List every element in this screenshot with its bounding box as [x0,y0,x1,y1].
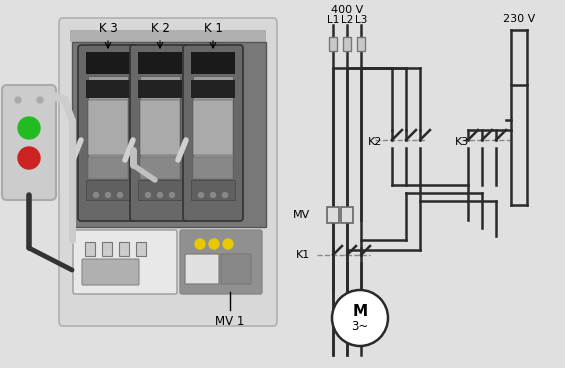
FancyBboxPatch shape [82,259,139,285]
Circle shape [170,192,175,198]
Bar [343,37,351,51]
Text: K3: K3 [455,137,470,147]
Bar [86,80,130,98]
Text: 230 V: 230 V [503,14,535,24]
FancyBboxPatch shape [180,230,262,294]
Bar [193,100,233,155]
Circle shape [146,192,150,198]
FancyBboxPatch shape [130,45,190,221]
Bar [119,242,129,256]
Bar [191,180,235,200]
Bar [86,52,130,74]
FancyBboxPatch shape [59,18,277,326]
Bar [88,76,128,161]
Bar [140,157,180,179]
Circle shape [223,192,228,198]
Bar [191,52,235,74]
Circle shape [195,239,205,249]
Bar [327,207,339,223]
Text: K2: K2 [368,137,383,147]
Circle shape [18,147,40,169]
FancyBboxPatch shape [221,254,251,284]
Bar [72,42,266,227]
Bar [140,100,180,155]
Bar [88,157,128,179]
Circle shape [198,192,203,198]
FancyBboxPatch shape [183,45,243,221]
Bar [70,30,266,42]
Circle shape [209,239,219,249]
Bar [341,207,353,223]
Circle shape [118,192,123,198]
Circle shape [15,97,21,103]
Text: L3: L3 [355,15,367,25]
Text: K 1: K 1 [203,22,223,35]
Bar [193,76,233,161]
Bar [357,37,365,51]
Circle shape [211,192,215,198]
Text: MV 1: MV 1 [215,315,245,328]
FancyBboxPatch shape [2,85,56,200]
Text: K 3: K 3 [99,22,118,35]
Bar [140,76,180,161]
Circle shape [18,117,40,139]
Circle shape [158,192,163,198]
Bar [85,242,95,256]
Text: L1: L1 [327,15,339,25]
Bar [329,37,337,51]
Text: L2: L2 [341,15,353,25]
Text: K1: K1 [295,250,310,260]
Circle shape [37,97,43,103]
Bar [138,52,182,74]
Text: 3~: 3~ [351,319,368,333]
Bar [88,100,128,155]
Bar [86,180,130,200]
FancyBboxPatch shape [73,230,177,294]
Bar [191,80,235,98]
Circle shape [332,290,388,346]
Text: K 2: K 2 [150,22,170,35]
Text: M: M [353,304,368,318]
Circle shape [93,192,98,198]
FancyBboxPatch shape [78,45,138,221]
Text: 400 V: 400 V [331,5,363,15]
FancyBboxPatch shape [185,254,219,284]
Bar [102,242,112,256]
Bar [138,180,182,200]
Bar [138,80,182,98]
Bar [136,242,146,256]
Circle shape [223,239,233,249]
Circle shape [106,192,111,198]
Bar [193,157,233,179]
Text: MV: MV [293,210,310,220]
